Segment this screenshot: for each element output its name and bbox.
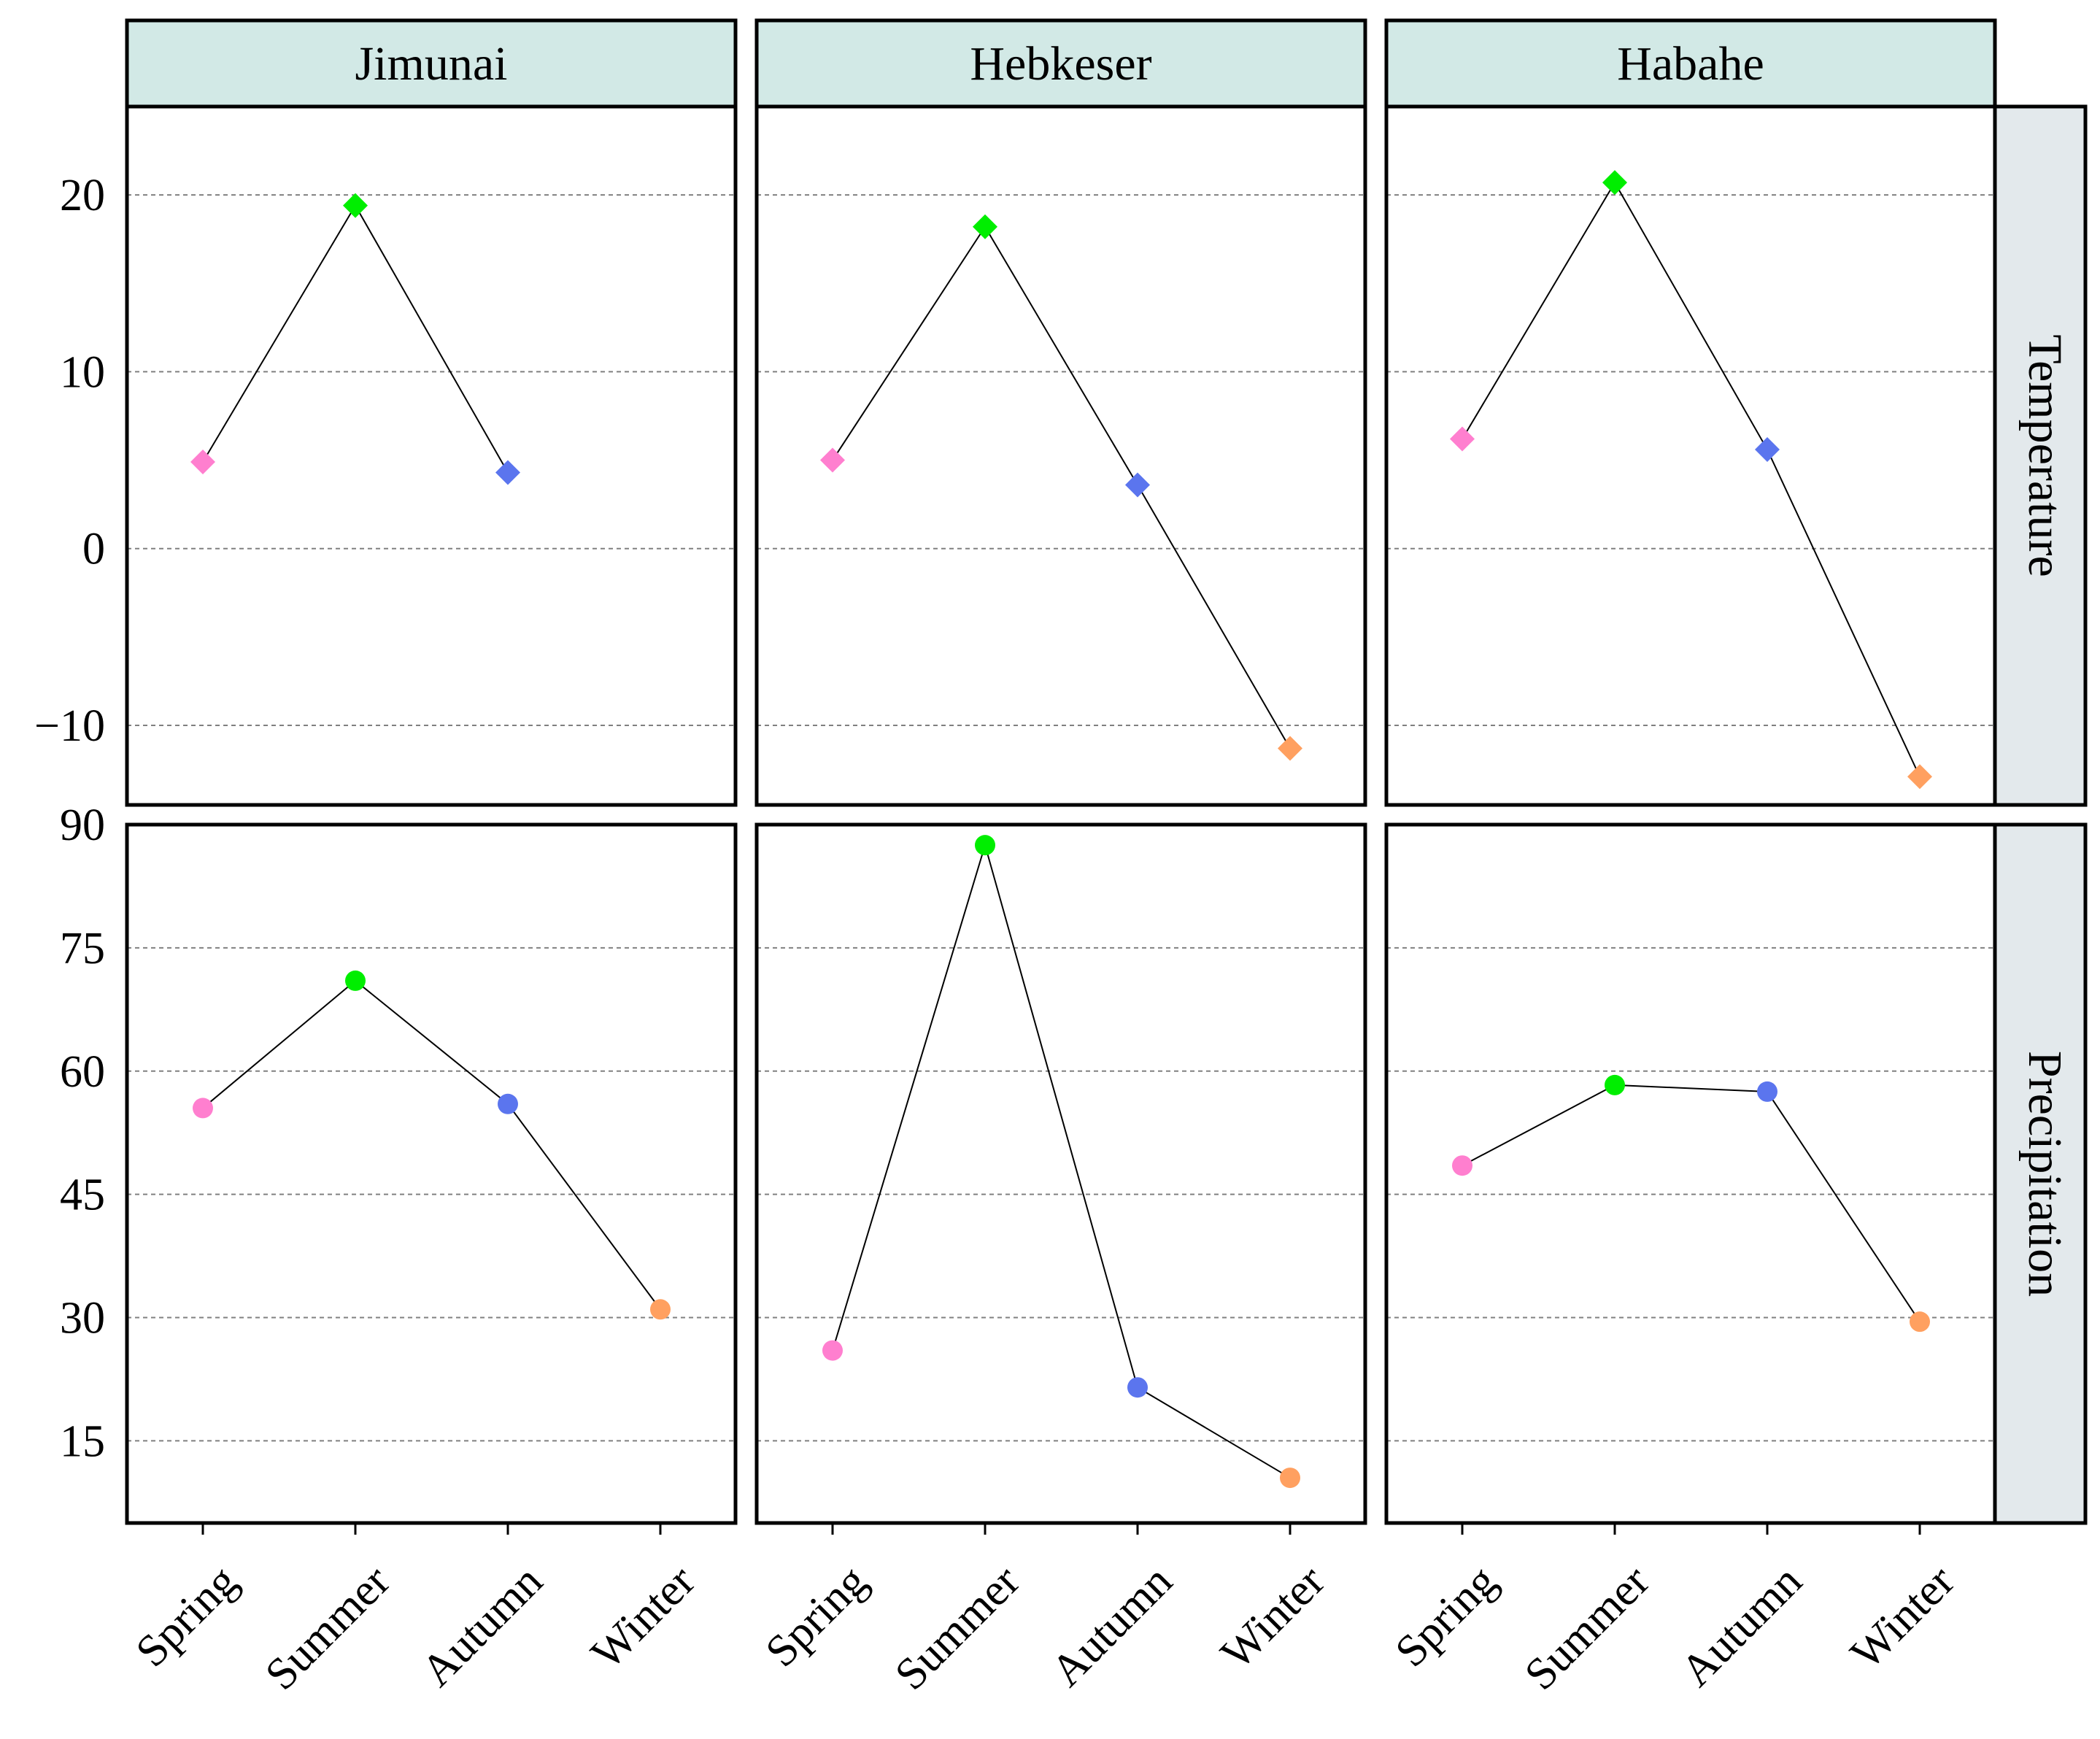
y-tick-label-precipitation-15: 15 (60, 1416, 105, 1466)
y-tick-label-precipitation-75: 75 (60, 924, 105, 973)
point-precipitation-jimunai-spring (193, 1098, 213, 1119)
y-tick-label-precipitation-90: 90 (60, 801, 105, 850)
point-temperature-hebkeser-autumn (1125, 472, 1150, 498)
x-category-label-habahe-spring: Spring (1386, 1556, 1506, 1676)
x-category-label-habahe-summer: Summer (1516, 1556, 1659, 1700)
series-line-segment (832, 226, 986, 461)
x-category-label-hebkeser-autumn: Autumn (1042, 1556, 1182, 1696)
series-line-segment (202, 980, 356, 1109)
series-line-segment (984, 226, 1138, 485)
point-precipitation-jimunai-autumn (498, 1093, 518, 1114)
panel-frame-temperature-hebkeser (754, 104, 1367, 807)
series-line-segment (202, 205, 356, 463)
point-precipitation-jimunai-summer (345, 970, 366, 991)
y-tick-label-precipitation-30: 30 (60, 1294, 105, 1343)
panel-frame-temperature-jimunai (125, 104, 738, 807)
series-line-segment (1767, 449, 1921, 777)
point-precipitation-habahe-autumn (1757, 1081, 1777, 1102)
column-strip-jimunai (125, 18, 738, 109)
row-label-temperature: Temperature (2018, 334, 2072, 577)
series-line-segment (984, 844, 1138, 1388)
point-precipitation-hebkeser-spring (822, 1340, 843, 1361)
series-line-segment (355, 205, 509, 474)
x-category-label-hebkeser-winter: Winter (1211, 1556, 1334, 1678)
y-tick-label-precipitation-60: 60 (60, 1047, 105, 1097)
row-label-precipitation: Precipitation (2018, 1051, 2072, 1297)
point-temperature-jimunai-autumn (495, 460, 520, 485)
panel-frame-precipitation-jimunai (125, 822, 738, 1525)
series-line-segment (1137, 484, 1291, 749)
x-category-label-habahe-autumn: Autumn (1672, 1556, 1812, 1696)
panel-frame-precipitation-habahe (1384, 822, 1997, 1525)
series-line-segment (1614, 1084, 1768, 1092)
series-line-segment (832, 844, 986, 1351)
column-label-hebkeser: Hebkeser (970, 37, 1151, 90)
series-line-segment (1462, 1084, 1615, 1167)
point-temperature-hebkeser-winter (1278, 736, 1302, 761)
column-label-jimunai: Jimunai (355, 37, 508, 90)
y-tick-label-temperature-0: 0 (82, 525, 105, 574)
point-temperature-habahe-winter (1907, 764, 1932, 790)
series-line-segment (507, 1103, 661, 1310)
point-temperature-habahe-summer (1602, 170, 1627, 196)
x-category-label-jimunai-autumn: Autumn (412, 1556, 552, 1696)
y-tick-label-temperature--10: −10 (34, 701, 105, 751)
y-tick-label-temperature-20: 20 (60, 171, 105, 220)
point-temperature-habahe-spring (1450, 426, 1475, 452)
point-temperature-habahe-autumn (1755, 437, 1780, 463)
x-category-label-hebkeser-summer: Summer (886, 1556, 1030, 1700)
point-temperature-jimunai-summer (343, 193, 368, 218)
panel-frame-temperature-habahe (1384, 104, 1997, 807)
column-strip-hebkeser (754, 18, 1367, 109)
series-line-segment (1462, 182, 1615, 439)
series-line-segment (1767, 1091, 1921, 1322)
y-tick-label-temperature-10: 10 (60, 347, 105, 397)
row-strip-temperature (1993, 104, 2088, 807)
panel-frame-precipitation-hebkeser (754, 822, 1367, 1525)
point-precipitation-hebkeser-autumn (1127, 1377, 1148, 1398)
x-category-label-jimunai-summer: Summer (256, 1556, 400, 1700)
row-strip-precipitation (1993, 822, 2088, 1525)
point-precipitation-hebkeser-winter (1280, 1468, 1300, 1489)
point-precipitation-habahe-summer (1605, 1074, 1625, 1095)
series-line-segment (1614, 182, 1768, 450)
series-line-segment (1137, 1387, 1291, 1478)
x-category-label-jimunai-winter: Winter (582, 1556, 704, 1678)
y-tick-label-precipitation-45: 45 (60, 1171, 105, 1220)
x-category-label-hebkeser-spring: Spring (756, 1556, 876, 1676)
point-temperature-jimunai-spring (190, 449, 215, 474)
column-label-habahe: Habahe (1617, 37, 1764, 90)
x-category-label-jimunai-spring: Spring (126, 1556, 247, 1676)
x-category-label-habahe-winter: Winter (1841, 1556, 1964, 1678)
point-temperature-hebkeser-summer (973, 214, 997, 239)
point-precipitation-habahe-winter (1910, 1311, 1930, 1333)
point-temperature-hebkeser-spring (820, 447, 845, 473)
point-precipitation-habahe-spring (1452, 1155, 1472, 1176)
series-line-segment (355, 980, 509, 1105)
point-precipitation-hebkeser-summer (975, 835, 995, 856)
point-precipitation-jimunai-winter (650, 1299, 671, 1320)
